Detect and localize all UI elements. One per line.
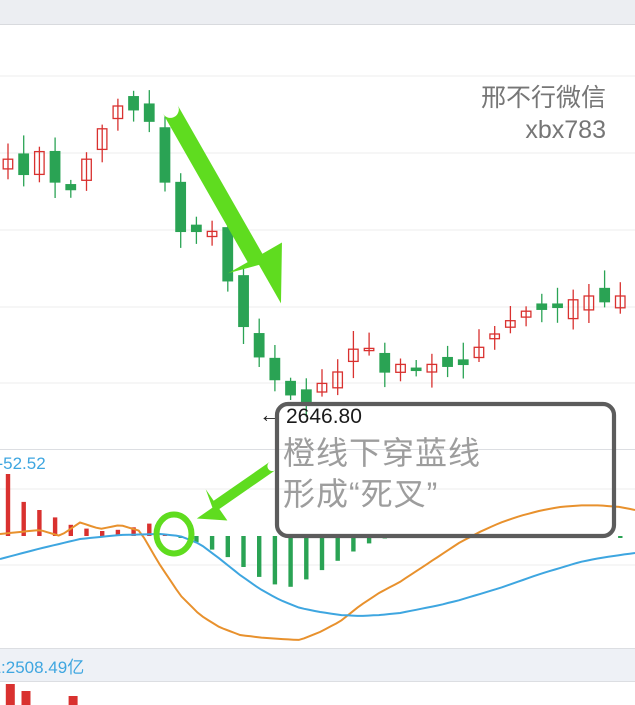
svg-text:橙线下穿蓝线: 橙线下穿蓝线 — [283, 435, 481, 471]
svg-text:DIFF:-52.52: DIFF:-52.52 — [0, 454, 46, 473]
svg-text:VOL:2508.49亿: VOL:2508.49亿 — [0, 658, 84, 677]
svg-text:xbx783: xbx783 — [525, 116, 606, 144]
svg-text:邢不行微信: 邢不行微信 — [481, 84, 606, 112]
svg-text:形成“死叉”: 形成“死叉” — [283, 476, 438, 512]
svg-text:2646.80: 2646.80 — [286, 405, 362, 428]
